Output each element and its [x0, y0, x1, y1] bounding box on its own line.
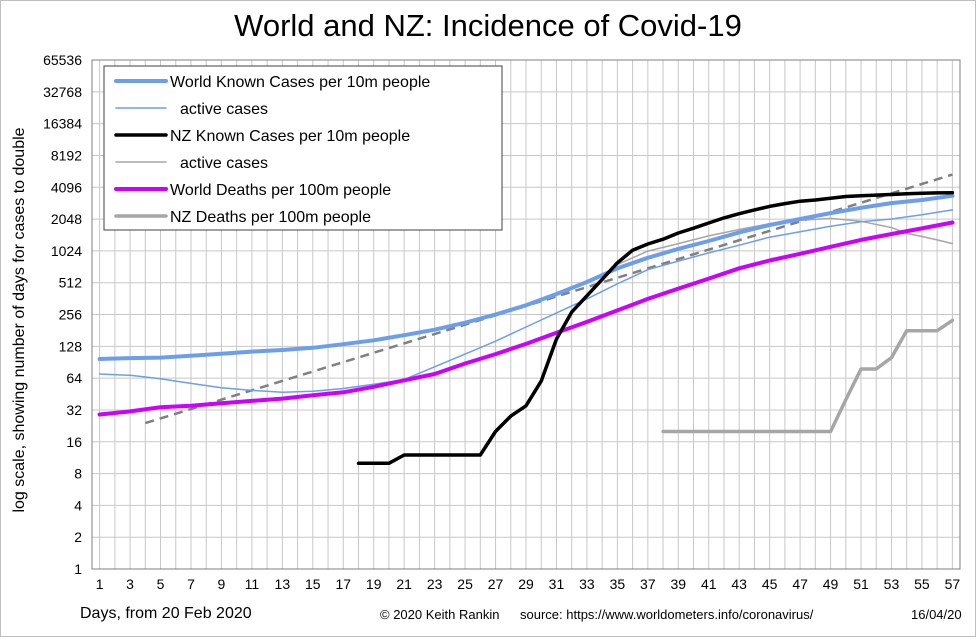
series-line [356, 190, 955, 466]
series-line [97, 220, 955, 417]
x-tick-label: 29 [518, 576, 534, 592]
x-tick-label: 19 [366, 576, 382, 592]
x-tick-label: 55 [914, 576, 930, 592]
legend-label: World Known Cases per 10m people [170, 74, 430, 91]
x-tick-label: 3 [126, 576, 134, 592]
x-tick-label: 31 [549, 576, 565, 592]
date-text: 16/04/20 [911, 607, 962, 622]
y-tick-label: 1 [74, 561, 82, 577]
x-tick-label: 21 [396, 576, 412, 592]
y-tick-label: 16384 [43, 116, 82, 132]
x-tick-label: 1 [96, 576, 104, 592]
plot-area [91, 59, 961, 570]
x-axis-label: Days, from 20 Feb 2020 [80, 605, 252, 622]
legend-label: NZ Deaths per 100m people [170, 209, 371, 226]
y-tick-label: 4 [74, 497, 82, 513]
y-tick-label: 65536 [43, 52, 82, 68]
x-tick-label: 9 [218, 576, 226, 592]
x-tick-label: 37 [640, 576, 656, 592]
y-tick-label: 512 [59, 275, 83, 291]
y-tick-label: 1024 [51, 243, 82, 259]
x-tick-label: 49 [823, 576, 839, 592]
legend-label: active cases [180, 101, 268, 118]
x-tick-label: 41 [701, 576, 717, 592]
y-tick-label: 32 [66, 402, 82, 418]
credit-text: © 2020 Keith Rankin [380, 607, 500, 622]
x-tick-label: 39 [670, 576, 686, 592]
series-line [97, 193, 955, 361]
x-tick-label: 17 [335, 576, 351, 592]
y-tick-label: 128 [59, 338, 83, 354]
y-tick-label: 2048 [51, 211, 82, 227]
x-tick-label: 25 [457, 576, 473, 592]
x-tick-label: 53 [884, 576, 900, 592]
y-tick-label: 8192 [51, 147, 82, 163]
series-line [98, 209, 954, 394]
legend-box [103, 65, 503, 231]
source-text: source: https://www.worldometers.info/co… [520, 607, 814, 622]
legend-label: NZ Known Cases per 10m people [170, 128, 410, 145]
x-tick-label: 33 [579, 576, 595, 592]
x-tick-label: 35 [610, 576, 626, 592]
chart-title: World and NZ: Incidence of Covid-19 [234, 8, 742, 43]
x-tick-label: 27 [488, 576, 504, 592]
x-tick-label: 51 [853, 576, 869, 592]
x-tick-label: 43 [731, 576, 747, 592]
x-tick-label: 45 [762, 576, 778, 592]
legend-label: active cases [180, 155, 268, 172]
x-tick-label: 47 [792, 576, 808, 592]
x-tick-label: 15 [305, 576, 321, 592]
legend-label: World Deaths per 100m people [170, 182, 391, 199]
y-tick-label: 4096 [51, 179, 82, 195]
x-tick-label: 57 [945, 576, 961, 592]
x-tick-label: 5 [157, 576, 165, 592]
y-tick-label: 256 [59, 307, 83, 323]
y-tick-label: 64 [66, 370, 82, 386]
y-tick-label: 8 [74, 466, 82, 482]
x-tick-label: 23 [427, 576, 443, 592]
x-tick-label: 11 [245, 576, 260, 592]
x-tick-label: 7 [187, 576, 195, 592]
y-tick-label: 32768 [43, 84, 82, 100]
y-tick-label: 2 [74, 529, 82, 545]
x-tick-label: 13 [275, 576, 291, 592]
y-tick-label: 16 [66, 434, 82, 450]
series-line [661, 318, 955, 434]
